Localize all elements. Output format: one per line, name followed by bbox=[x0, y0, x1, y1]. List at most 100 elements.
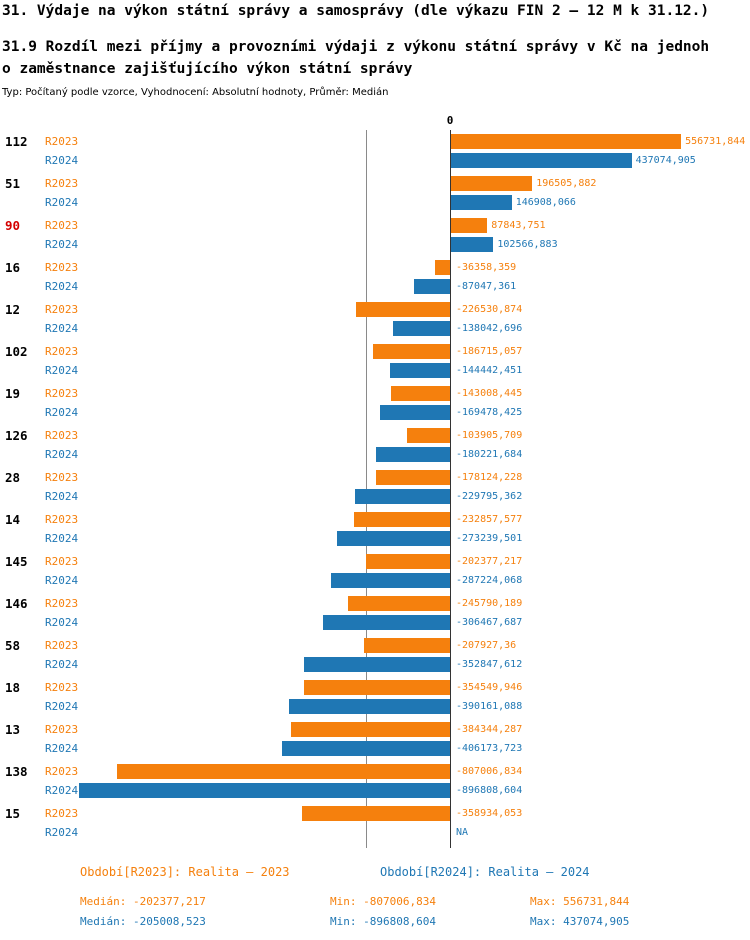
category-label: 51 bbox=[5, 176, 21, 191]
value-label: -36358,359 bbox=[456, 262, 517, 273]
bar-group: 146 R2023 -245790,189 R2024 -306467,687 bbox=[0, 594, 750, 636]
category-label: 146 bbox=[5, 596, 28, 611]
series-label: R2024 bbox=[45, 784, 79, 797]
series-label: R2024 bbox=[45, 406, 79, 419]
bar bbox=[356, 302, 450, 317]
value-label: -306467,687 bbox=[456, 617, 523, 628]
bar-row: 28 R2023 -178124,228 bbox=[0, 468, 750, 487]
value-label: 437074,905 bbox=[635, 155, 696, 166]
value-label: -358934,053 bbox=[456, 808, 523, 819]
series-label: R2023 bbox=[45, 723, 79, 736]
bar bbox=[288, 699, 450, 714]
bar bbox=[375, 447, 450, 462]
series-label: R2024 bbox=[45, 532, 79, 545]
bar-row: R2024 -306467,687 bbox=[0, 613, 750, 632]
bar bbox=[376, 470, 450, 485]
bar-row: 15 R2023 -358934,053 bbox=[0, 804, 750, 823]
series-label: R2023 bbox=[45, 681, 79, 694]
bar-group: 15 R2023 -358934,053 R2024 NA bbox=[0, 804, 750, 846]
bar bbox=[390, 386, 450, 401]
value-label: 196505,882 bbox=[536, 178, 597, 189]
bar-row: 126 R2023 -103905,709 bbox=[0, 426, 750, 445]
bar bbox=[366, 554, 450, 569]
bar-row: 138 R2023 -807006,834 bbox=[0, 762, 750, 781]
series-label: R2024 bbox=[45, 700, 79, 713]
bar-group: 102 R2023 -186715,057 R2024 -144442,451 bbox=[0, 342, 750, 384]
stats-row-r2024: Medián: -205008,523 Min: -896808,604 Max… bbox=[0, 915, 750, 931]
zero-axis-line bbox=[450, 130, 451, 848]
bar-row: R2024 437074,905 bbox=[0, 151, 750, 170]
bar-row: R2024 -229795,362 bbox=[0, 487, 750, 506]
report-subtitle: 31.9 Rozdíl mezi příjmy a provozními výd… bbox=[2, 36, 709, 80]
bar bbox=[435, 260, 450, 275]
bar-row: 102 R2023 -186715,057 bbox=[0, 342, 750, 361]
bar bbox=[393, 321, 450, 336]
bar-row: R2024 -138042,696 bbox=[0, 319, 750, 338]
category-label: 28 bbox=[5, 470, 21, 485]
value-label: -87047,361 bbox=[456, 281, 517, 292]
bar-row: R2024 146908,066 bbox=[0, 193, 750, 212]
series-label: R2023 bbox=[45, 513, 79, 526]
category-label: 12 bbox=[5, 302, 21, 317]
zero-axis-label: 0 bbox=[446, 114, 454, 127]
bar-row: 18 R2023 -354549,946 bbox=[0, 678, 750, 697]
bar-row: 112 R2023 556731,844 bbox=[0, 132, 750, 151]
series-label: R2023 bbox=[45, 807, 79, 820]
chart-meta-line: Typ: Počítaný podle vzorce, Vyhodnocení:… bbox=[2, 87, 389, 98]
bar-row: R2024 102566,883 bbox=[0, 235, 750, 254]
bar bbox=[380, 405, 450, 420]
series-label: R2024 bbox=[45, 280, 79, 293]
category-label: 15 bbox=[5, 806, 21, 821]
series-label: R2024 bbox=[45, 742, 79, 755]
bar-row: R2024 -144442,451 bbox=[0, 361, 750, 380]
bar-row: 16 R2023 -36358,359 bbox=[0, 258, 750, 277]
bar-group: 14 R2023 -232857,577 R2024 -273239,501 bbox=[0, 510, 750, 552]
category-label: 126 bbox=[5, 428, 28, 443]
bar-group: 138 R2023 -807006,834 R2024 -896808,604 bbox=[0, 762, 750, 804]
series-label: R2024 bbox=[45, 616, 79, 629]
value-label: -390161,088 bbox=[456, 701, 523, 712]
bar bbox=[451, 218, 488, 233]
bar bbox=[304, 657, 450, 672]
value-label: -273239,501 bbox=[456, 533, 523, 544]
series-label: R2024 bbox=[45, 364, 79, 377]
value-label: -138042,696 bbox=[456, 323, 523, 334]
bar bbox=[451, 195, 512, 210]
category-label: 145 bbox=[5, 554, 28, 569]
bar bbox=[451, 153, 632, 168]
bar-row: 90 R2023 87843,751 bbox=[0, 216, 750, 235]
series-label: R2023 bbox=[45, 387, 79, 400]
bar bbox=[291, 722, 450, 737]
bar-row: R2024 -352847,612 bbox=[0, 655, 750, 674]
bar-row: R2024 NA bbox=[0, 823, 750, 842]
bar bbox=[372, 344, 450, 359]
category-label: 112 bbox=[5, 134, 28, 149]
value-label: -169478,425 bbox=[456, 407, 523, 418]
stats-row-r2023: Medián: -202377,217 Min: -807006,834 Max… bbox=[0, 895, 750, 911]
bar-group: 13 R2023 -384344,287 R2024 -406173,723 bbox=[0, 720, 750, 762]
series-label: R2024 bbox=[45, 658, 79, 671]
bar-row: 146 R2023 -245790,189 bbox=[0, 594, 750, 613]
series-label: R2024 bbox=[45, 448, 79, 461]
value-label: -207927,36 bbox=[456, 640, 517, 651]
value-label: 556731,844 bbox=[685, 136, 746, 147]
bar bbox=[337, 531, 450, 546]
category-label: 90 bbox=[5, 218, 21, 233]
value-label: -202377,217 bbox=[456, 556, 523, 567]
series-label: R2024 bbox=[45, 154, 79, 167]
value-label: NA bbox=[456, 827, 469, 838]
bar bbox=[390, 363, 450, 378]
bar bbox=[348, 596, 450, 611]
series-label: R2023 bbox=[45, 345, 79, 358]
series-label: R2023 bbox=[45, 597, 79, 610]
bar-group: 12 R2023 -226530,874 R2024 -138042,696 bbox=[0, 300, 750, 342]
bar-group: 145 R2023 -202377,217 R2024 -287224,068 bbox=[0, 552, 750, 594]
series-label: R2024 bbox=[45, 826, 79, 839]
bar-group: 90 R2023 87843,751 R2024 102566,883 bbox=[0, 216, 750, 258]
value-label: -103905,709 bbox=[456, 430, 523, 441]
report-subtitle-line1: 31.9 Rozdíl mezi příjmy a provozními výd… bbox=[2, 39, 710, 55]
report-title: 31. Výdaje na výkon státní správy a samo… bbox=[2, 3, 710, 19]
value-label: 102566,883 bbox=[497, 239, 558, 250]
bar bbox=[303, 680, 450, 695]
report-subtitle-line2: o zaměstnance zajišťujícího výkon státní… bbox=[2, 61, 413, 77]
